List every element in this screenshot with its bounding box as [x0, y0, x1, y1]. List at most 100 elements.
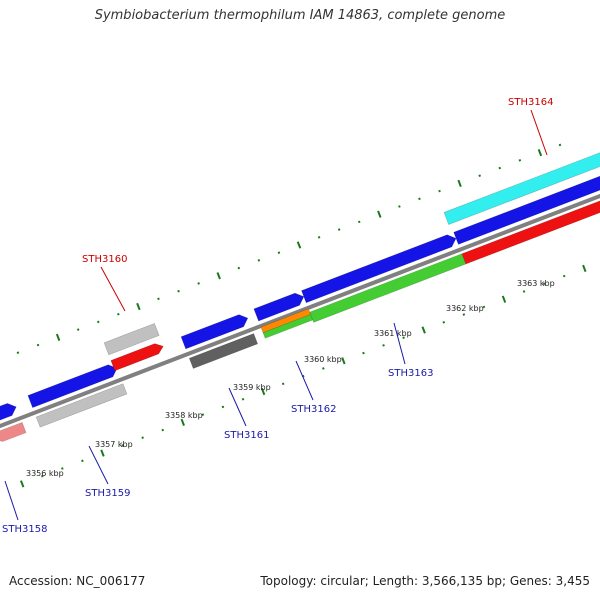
- gene-label-leader: [228, 387, 247, 427]
- upper-scale-tick: [558, 143, 562, 147]
- lower-scale-tick: [241, 397, 245, 401]
- lower-scale-tick: [562, 274, 566, 278]
- upper-scale-tick: [418, 197, 421, 201]
- map-title: Symbiobacterium thermophilum IAM 14863, …: [94, 8, 506, 23]
- upper-scale-tick: [136, 302, 141, 311]
- upper-scale-tick: [237, 266, 241, 270]
- upper-scale-tick: [16, 351, 20, 355]
- lower-scale-tick: [20, 480, 25, 488]
- lower-scale-tick: [121, 444, 124, 447]
- gene-label[interactable]: STH3161: [224, 430, 269, 441]
- gene-arrow-sth3161: [180, 314, 249, 350]
- gene-label[interactable]: STH3159: [85, 488, 130, 499]
- gene-label-leader: [88, 445, 109, 485]
- lower-scale-tick: [201, 413, 205, 416]
- lower-scale-tick: [281, 382, 285, 386]
- gene-label-leader: [393, 322, 406, 365]
- lower-scale-tick: [180, 418, 185, 426]
- upper-scale-tick: [438, 189, 441, 193]
- gene-arrow-sth3163: [301, 234, 457, 304]
- lower-scale-tick: [301, 374, 305, 378]
- upper-scale-tick: [55, 333, 61, 341]
- feature-sth3164-red: [461, 191, 600, 265]
- feature-sth3160-red: [110, 343, 164, 372]
- lower-scale-tick: [382, 344, 385, 347]
- gene-label-leader: [295, 360, 314, 401]
- upper-scale-tick: [76, 328, 80, 331]
- lower-scale-tick: [322, 367, 325, 370]
- lower-scale-tick: [100, 449, 105, 457]
- lower-scale-tick: [161, 428, 165, 432]
- lower-scale-tick: [582, 264, 587, 273]
- lower-scale-tick: [40, 474, 44, 478]
- topology-summary: Topology: circular; Length: 3,566,135 bp…: [260, 574, 590, 588]
- accession-text: Accession: NC_006177: [9, 574, 146, 588]
- kbp-label: 3363 kbp: [517, 279, 555, 288]
- gene-label[interactable]: STH3162: [291, 404, 336, 415]
- gene-arrow-sth3159: [27, 364, 118, 408]
- feature-sth3161-gray: [188, 333, 258, 369]
- kbp-label: 3362 kbp: [446, 304, 484, 313]
- upper-scale-tick: [96, 320, 100, 324]
- upper-scale-tick: [357, 220, 361, 224]
- feature-sth3160-gray: [103, 323, 160, 356]
- lower-scale-tick: [442, 320, 446, 324]
- upper-scale-tick: [498, 166, 502, 170]
- lower-scale-tick: [421, 326, 426, 334]
- lower-scale-tick: [522, 290, 526, 293]
- upper-scale-tick: [257, 259, 261, 262]
- lower-scale-tick: [61, 467, 64, 470]
- upper-scale-tick: [537, 149, 543, 157]
- kbp-label: 3356 kbp: [26, 469, 64, 478]
- feature-sth3162-orange: [260, 308, 311, 333]
- gene-arrow-sth3164: [453, 172, 600, 245]
- kbp-label: 3361 kbp: [374, 329, 412, 338]
- upper-scale-tick: [197, 282, 200, 285]
- gene-label[interactable]: STH3164: [508, 97, 553, 108]
- gene-label-leader: [530, 109, 548, 156]
- lower-scale-tick: [81, 459, 84, 463]
- gene-label[interactable]: STH3163: [388, 368, 433, 379]
- feature-sth3159-gray: [35, 383, 128, 428]
- upper-scale-tick: [398, 205, 401, 208]
- lower-scale-tick: [260, 387, 266, 396]
- kbp-label: 3357 kbp: [95, 440, 133, 449]
- gene-label-leader: [4, 480, 19, 521]
- feature-sth3162-green: [262, 314, 314, 339]
- lower-scale-tick: [542, 282, 546, 286]
- feature-sth3163-green: [309, 253, 467, 323]
- lower-scale-tick: [221, 405, 225, 409]
- upper-scale-tick: [36, 343, 40, 347]
- kbp-label: 3360 kbp: [304, 355, 342, 364]
- upper-scale-tick: [216, 272, 221, 280]
- lower-scale-tick: [462, 313, 466, 316]
- upper-scale-tick: [277, 251, 281, 254]
- upper-scale-tick: [457, 179, 462, 188]
- kbp-label: 3359 kbp: [233, 383, 271, 392]
- lower-scale-tick: [141, 436, 144, 440]
- lower-scale-tick: [402, 336, 405, 339]
- lower-scale-tick: [501, 295, 507, 303]
- gene-label-leader: [100, 266, 126, 312]
- upper-scale-tick: [377, 210, 382, 218]
- genome-backbone: [0, 193, 600, 429]
- upper-scale-tick: [296, 241, 302, 249]
- feature-sth3164-cyan: [443, 149, 600, 225]
- upper-scale-tick: [518, 159, 522, 162]
- gene-label[interactable]: STH3160: [82, 254, 127, 265]
- upper-scale-tick: [337, 228, 341, 231]
- kbp-label: 3358 kbp: [165, 411, 203, 420]
- upper-scale-tick: [177, 289, 180, 293]
- lower-scale-tick: [341, 357, 346, 365]
- upper-scale-tick: [157, 297, 160, 301]
- upper-scale-tick: [478, 174, 481, 178]
- gene-arrow-sth3158: [0, 403, 17, 425]
- upper-scale-tick: [317, 235, 321, 239]
- gene-label[interactable]: STH3158: [2, 524, 47, 535]
- gene-arrow-sth3162: [253, 292, 305, 322]
- upper-scale-tick: [117, 312, 120, 316]
- lower-scale-tick: [482, 305, 486, 309]
- lower-scale-tick: [362, 351, 365, 355]
- feature-sth3158-pink: [0, 422, 27, 442]
